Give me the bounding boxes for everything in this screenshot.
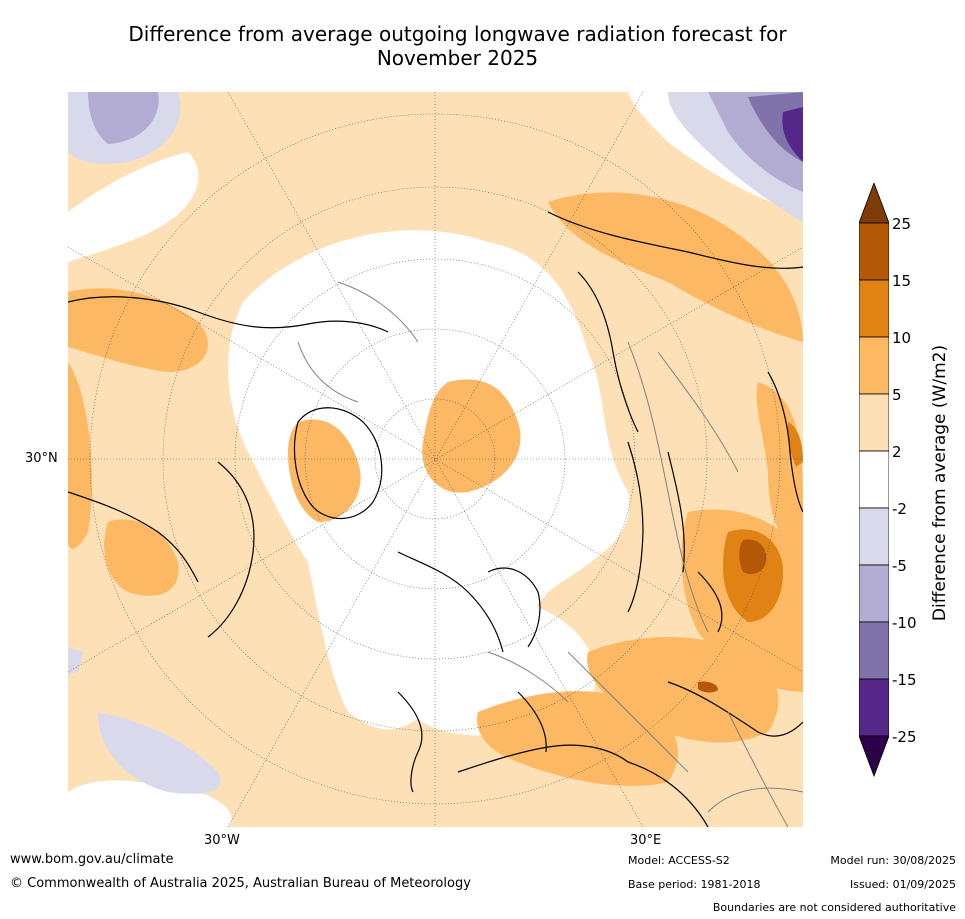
colorbar-bin xyxy=(859,621,889,680)
footer-base-period: Base period: 1981-2018 xyxy=(628,878,761,891)
negative-region-left-edge xyxy=(68,647,83,674)
colorbar-tick-25: 25 xyxy=(892,215,912,233)
negative-region-top-left-inner xyxy=(88,92,159,144)
footer-copyright: © Commonwealth of Australia 2025, Austra… xyxy=(10,876,471,891)
strong-positive-region-asia-small xyxy=(787,422,803,467)
colorbar-bin xyxy=(859,678,889,737)
negative-region-top-right-max xyxy=(782,107,803,162)
coastlines xyxy=(68,211,803,827)
footer-model: Model: ACCESS-S2 xyxy=(628,854,730,867)
country-borders xyxy=(297,281,803,827)
polar-map xyxy=(68,92,803,827)
colorbar-bin xyxy=(859,507,889,566)
positive-region-atlantic xyxy=(104,519,179,596)
zero-region-europe xyxy=(368,569,596,736)
colorbar-tick-minus-15: -15 xyxy=(892,671,917,689)
positive-region-pacific-west xyxy=(68,288,208,372)
colorbar-label: Difference from average (W/m2) xyxy=(930,344,950,622)
title-line-2: November 2025 xyxy=(376,46,539,70)
positive-region-siberia xyxy=(548,192,803,342)
colorbar-tick-minus-25: -25 xyxy=(892,728,917,746)
graticule xyxy=(68,92,803,827)
colorbar xyxy=(859,183,889,778)
title-line-1: Difference from average outgoing longwav… xyxy=(128,22,787,46)
colorbar-bin xyxy=(859,222,889,281)
positive-region-arctic xyxy=(422,379,521,493)
colorbar-tick-minus-10: -10 xyxy=(892,614,917,632)
colorbar-tick-minus-5: -5 xyxy=(892,557,907,575)
footer-website: www.bom.gov.au/climate xyxy=(10,852,174,867)
chart-title: Difference from average outgoing longwav… xyxy=(60,22,855,70)
strongest-positive-region-middle-east xyxy=(698,681,718,693)
colorbar-bin xyxy=(859,393,889,452)
lon-label-30w: 30°W xyxy=(204,833,240,848)
lon-label-30e: 30°E xyxy=(630,833,662,848)
colorbar-extend-min xyxy=(859,735,889,778)
negative-region-bottom-left xyxy=(98,712,221,794)
colorbar-bin xyxy=(859,450,889,509)
strongest-positive-region-asia xyxy=(739,539,767,574)
colorbar-tick-10: 10 xyxy=(892,329,912,347)
colorbar-bin xyxy=(859,279,889,338)
colorbar-bin xyxy=(859,336,889,395)
footer-boundaries-note: Boundaries are not considered authoritat… xyxy=(712,901,956,914)
footer-issued: Issued: 01/09/2025 xyxy=(849,878,956,891)
lat-label-30n: 30°N xyxy=(25,451,58,466)
strong-positive-region-asia xyxy=(723,529,783,622)
colorbar-tick-15: 15 xyxy=(892,272,912,290)
colorbar-tick-2: 2 xyxy=(892,443,902,461)
colorbar-tick-5: 5 xyxy=(892,386,902,404)
colorbar-tick-minus-2: -2 xyxy=(892,500,907,518)
positive-region-west-edge xyxy=(68,362,92,549)
zero-region-pacific xyxy=(68,152,199,262)
footer-model-run: Model run: 30/08/2025 xyxy=(830,854,956,867)
colorbar-bin xyxy=(859,564,889,623)
colorbar-extend-max xyxy=(859,183,889,224)
